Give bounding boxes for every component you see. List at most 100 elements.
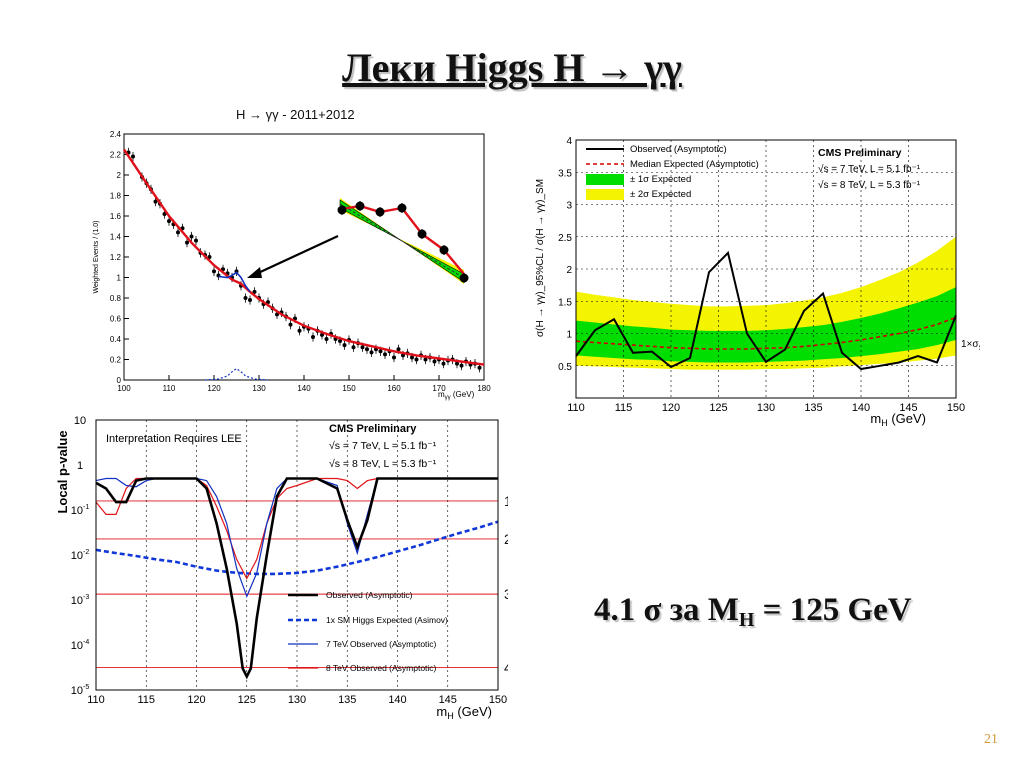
legend-label: ± 1σ Expected	[630, 174, 691, 185]
lumi-8tev-label: √s = 8 TeV, L = 5.3 fb⁻¹	[818, 179, 921, 191]
x-tick-label: 150	[342, 384, 356, 393]
y-axis-label: σ(H → γγ)_95%CL / σ(H → γγ)_SM	[535, 179, 546, 337]
legend-2sigma: ± 2σ Expected	[586, 189, 691, 200]
x-tick-label: 135	[804, 402, 822, 414]
legend-1sigma: ± 1σ Expected	[586, 174, 691, 185]
inset-data-point	[439, 245, 449, 255]
y-tick-label: 2	[566, 265, 572, 276]
observed-line	[575, 250, 957, 371]
data-point	[252, 289, 257, 294]
y-tick-label: 2.4	[110, 130, 122, 139]
x-axis-label: mH (GeV)	[870, 411, 926, 428]
x-tick-label: 145	[439, 694, 457, 706]
expected-asimov-line	[95, 520, 499, 576]
inset-data-point	[355, 201, 365, 211]
data-point	[167, 219, 171, 224]
data-point	[194, 238, 198, 243]
legend-7tev: 7 TeV Observed (Asymptotic)	[288, 639, 437, 649]
data-point	[324, 337, 329, 341]
y-tick-label: 10-3	[71, 594, 90, 607]
zoom-inset	[337, 198, 469, 284]
data-point	[410, 355, 414, 360]
sigma-label: 4σ	[504, 659, 508, 675]
y-tick-label: 1.4	[110, 233, 122, 242]
y-tick-label: 1	[566, 330, 572, 341]
legend-8tev: 8 TeV Observed (Asymptotic)	[288, 663, 437, 673]
x-tick-label: 110	[87, 694, 105, 706]
significance-subscript: H	[738, 609, 755, 631]
x-tick-label: 130	[288, 694, 306, 706]
x-tick-label: 160	[387, 384, 401, 393]
data-point	[441, 361, 446, 366]
data-point	[423, 357, 428, 362]
reference-label: 1×σSM	[961, 339, 980, 352]
x-tick-label: 115	[137, 694, 155, 706]
x-tick-label: 170	[432, 384, 446, 393]
data-point	[432, 359, 437, 364]
data-point	[459, 363, 464, 368]
x-tick-label: 125	[238, 694, 256, 706]
y-tick-label: 10	[74, 415, 86, 427]
y-tick-label: 10-2	[71, 549, 90, 562]
signal-bump-curve	[218, 271, 251, 293]
exclusion-limit-chart: 110 115 120 125 130 135 140 145 150 0.5 1 1.5 2 2.5 3 3…	[535, 136, 989, 428]
legend-label: 7 TeV Observed (Asymptotic)	[326, 639, 437, 649]
median-expected-line	[575, 316, 957, 350]
data-point	[392, 355, 396, 360]
x-tick-label: 150	[489, 694, 507, 706]
legend-observed: Observed (Asymptotic)	[586, 144, 727, 155]
data-point	[131, 154, 135, 159]
y-tick-label: 0.8	[110, 294, 122, 303]
data-point	[455, 361, 459, 366]
data-point	[378, 349, 383, 354]
y-tick-label: 0.6	[110, 315, 122, 324]
cms-label: CMS Preliminary	[818, 147, 902, 159]
data-point	[369, 350, 374, 355]
y-tick-label: 1.8	[110, 192, 122, 201]
data-point	[153, 199, 158, 204]
data-point	[176, 230, 180, 235]
data-point	[338, 339, 342, 344]
x-axis-label: mH (GeV)	[436, 704, 492, 721]
lumi-7tev-label: √s = 7 TeV, L = 5.1 fb⁻¹	[329, 440, 437, 452]
significance-suffix: = 125 GeV	[754, 592, 912, 628]
inset-data-point	[459, 273, 469, 283]
data-point	[288, 322, 293, 327]
observed-line	[95, 477, 498, 680]
legend-label: Observed (Asymptotic)	[630, 144, 727, 155]
cms-label: CMS Preliminary	[329, 423, 417, 435]
y-tick-label: 0	[117, 376, 122, 385]
observed-8tev-line	[95, 477, 498, 580]
sigma-label: 3σ	[504, 586, 508, 602]
data-point	[360, 345, 365, 350]
data-point	[342, 343, 347, 348]
inset-data-point	[417, 229, 427, 239]
lumi-8tev-label: √s = 8 TeV, L = 5.3 fb⁻¹	[329, 458, 437, 470]
y-axis-label: Weighted Events / (1.0)	[93, 220, 100, 293]
x-tick-label: 130	[252, 384, 266, 393]
local-pvalue-plot: 1σ2σ3σ4σ11011512012513013514014515010-51…	[55, 412, 521, 722]
diphoton-mass-chart: H → γγ - 2011+2012 0 0.2 0.4 0.6 0.8 1 1.2 1.4 1.…	[93, 107, 491, 401]
y-tick-label: 2.5	[558, 233, 572, 244]
inset-expected-line	[339, 203, 465, 279]
data-point	[414, 357, 419, 362]
x-tick-label: 110	[567, 402, 585, 414]
data-point	[401, 353, 405, 358]
y-tick-label: 1	[77, 460, 83, 472]
legend-label: 1x SM Higgs Expected (Asimov)	[326, 615, 448, 625]
y-tick-label: 1	[117, 274, 122, 283]
x-tick-label: 100	[117, 384, 131, 393]
significance-statement: 4.1 σ за MH = 125 GeV	[594, 592, 912, 632]
x-tick-label: 145	[899, 402, 917, 414]
zoom-arrow-line	[255, 235, 339, 275]
fit-curve	[123, 148, 485, 366]
y-tick-label: 10-5	[71, 684, 90, 697]
legend-swatch-2sigma	[586, 189, 624, 200]
y-tick-label: 10-1	[71, 504, 90, 517]
y-tick-label: 1.6	[110, 212, 122, 221]
x-tick-label: 115	[615, 402, 633, 414]
x-tick-label: 110	[163, 384, 176, 393]
exclusion-limit-plot: 110 115 120 125 130 135 140 145 150 0.5 1 1.5 2 2.5 3 3…	[528, 130, 989, 430]
diphoton-mass-plot: H → γγ - 2011+2012 0 0.2 0.4 0.6 0.8 1 1.2 1.4 1.…	[88, 104, 500, 406]
data-point	[351, 345, 356, 350]
